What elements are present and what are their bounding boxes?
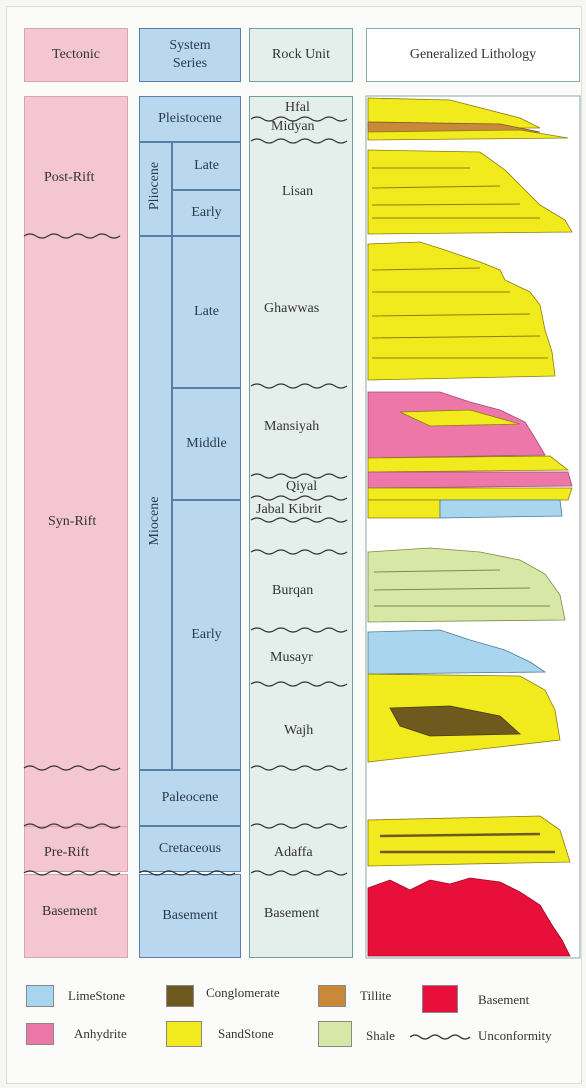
legend-label-tillite: Tillite: [360, 988, 392, 1003]
unconformity-tectonic-paleocene-pre: [23, 823, 121, 829]
system-miocene-late: Late: [172, 236, 241, 388]
unconformity-tectonic-syn-paleocene: [23, 765, 121, 771]
unconformity-rock-paleocene-adaffa: [250, 823, 348, 829]
lith-wajh-conglomerate: [389, 705, 522, 737]
lith-adaffa-sandstone: [367, 815, 571, 867]
unconformity-rock-mansiyah-qiyal: [250, 473, 348, 479]
system-pliocene: [139, 142, 172, 236]
rock-unit-ghawwas: Ghawwas: [264, 301, 320, 316]
lith-mansiyah-sandstone-lens: [399, 409, 521, 427]
rock-unit-adaffa: Adaffa: [274, 845, 313, 860]
lith-lisan-sandstone: [367, 149, 573, 235]
legend-label-shale: Shale: [366, 1028, 395, 1043]
unconformity-rock-adaffa-basement: [250, 870, 348, 876]
lith-qiyal-sandstone: [367, 487, 573, 501]
unconformity-lines: [23, 116, 348, 876]
tectonic-basement: [24, 874, 128, 958]
lith-jabal-kibrit-limestone: [439, 499, 563, 519]
legend-label-sandstone: SandStone: [218, 1026, 274, 1041]
rock-unit-musayr: Musayr: [270, 650, 313, 665]
header-lithology: Generalized Lithology: [366, 28, 580, 82]
unconformity-rock-burqan-top: [250, 549, 348, 555]
legend-swatch-sandstone: [166, 1021, 202, 1047]
unconformity-rock-musayr-wajh: [250, 681, 348, 687]
lith-ghawwas-beds: [371, 267, 548, 359]
header-system-series: System Series: [139, 28, 241, 82]
header-tectonic: Tectonic: [24, 28, 128, 82]
unconformity-system-pre-basement: [138, 870, 236, 876]
rock-unit-mansiyah: Mansiyah: [264, 419, 320, 434]
legend-swatch-anhydrite: [26, 1023, 54, 1045]
unconformity-tectonic-pre-basement: [23, 870, 121, 876]
system-pleistocene: Pleistocene: [139, 96, 241, 142]
unconformity-rock-kibrit-base: [250, 517, 348, 523]
rock-unit-column: [249, 96, 353, 958]
rock-unit-lisan: Lisan: [282, 184, 314, 199]
unconformity-rock-midyan-lisan: [250, 138, 348, 144]
system-pliocene-late: Late: [172, 142, 241, 190]
system-paleocene: Paleocene: [139, 770, 241, 826]
legend-swatch-conglomerate: [166, 985, 194, 1007]
legend-label-conglomerate: Conglomerate: [206, 985, 280, 1000]
system-miocene-middle: Middle: [172, 388, 241, 500]
tectonic-label-post-rift: Post-Rift: [44, 170, 95, 185]
legend-label-unconformity: Unconformity: [478, 1028, 552, 1043]
system-miocene-early: Early: [172, 500, 241, 770]
lith-lower-pleistocene-sandstone: [367, 129, 569, 141]
lith-burqan-shale: [367, 547, 566, 623]
lith-lisan-beds: [371, 167, 540, 219]
legend-unconformity-wave: [409, 1034, 471, 1040]
legend-swatch-shale: [318, 1021, 352, 1047]
legend-label-limestone: LimeStone: [68, 988, 126, 1003]
rock-unit-burqan: Burqan: [272, 583, 314, 598]
rock-unit-basement: Basement: [264, 906, 320, 921]
legend-label-anhydrite: Anhydrite: [74, 1026, 127, 1041]
system-pliocene-early: Early: [172, 190, 241, 236]
lith-basement: [367, 877, 571, 957]
lith-burqan-beds: [373, 569, 550, 607]
system-cretaceous: Cretaceous: [139, 826, 241, 872]
rock-unit-qiyal: Qiyal: [286, 479, 318, 494]
rock-unit-wajh: Wajh: [284, 723, 314, 738]
lith-qiyal-anhydrite: [367, 471, 573, 489]
header-rock-unit: Rock Unit: [249, 28, 353, 82]
lithology-panel: [365, 95, 581, 959]
lith-adaffa-conglomerate: [379, 832, 555, 854]
lith-musayr-limestone: [367, 629, 547, 675]
unconformity-rock-qiyal-kibrit: [250, 495, 348, 501]
tectonic-label-syn-rift: Syn-Rift: [48, 514, 97, 529]
unconformity-tectonic-post-syn: [23, 233, 121, 239]
system-basement: Basement: [139, 874, 241, 958]
unconformity-rock-burqan-musayr: [250, 627, 348, 633]
tectonic-label-pre-rift: Pre-Rift: [44, 845, 90, 860]
unconformity-rock-wajh-paleocene: [250, 765, 348, 771]
unconformity-rock-ghawwas-mansiyah: [250, 383, 348, 389]
rock-unit-hfal: Hfal: [285, 100, 310, 115]
system-miocene: [139, 236, 172, 770]
unconformity-rock-hfal-midyan: [250, 116, 348, 122]
legend-label-basement: Basement: [478, 992, 530, 1007]
legend-swatch-limestone: [26, 985, 54, 1007]
rock-unit-midyan: Midyan: [271, 119, 315, 134]
rock-unit-jabal-kibrit: Jabal Kibrit: [256, 502, 322, 517]
lith-ghawwas-sandstone: [367, 241, 556, 381]
tectonic-label-basement: Basement: [42, 904, 98, 919]
legend-swatch-basement: [422, 985, 458, 1013]
lith-mansiyah-sandstone-base: [367, 455, 570, 473]
legend-swatch-tillite: [318, 985, 346, 1007]
tectonic-post-syn-column: [24, 96, 128, 826]
